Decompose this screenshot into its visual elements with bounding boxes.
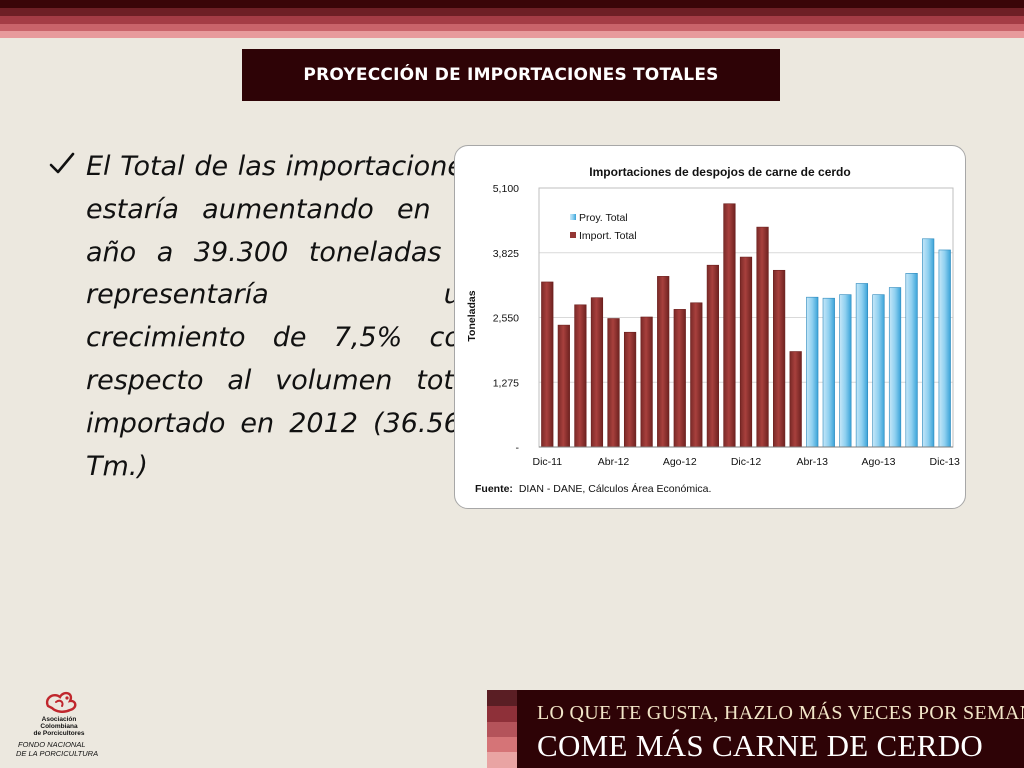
slogan-strip (487, 690, 517, 706)
legend-label-import: Import. Total (579, 230, 637, 242)
bar-import-total (574, 304, 587, 448)
logo-line-4: FONDO NACIONAL (18, 740, 86, 749)
y-tick-label: 5,100 (493, 183, 519, 195)
bar-import-total (640, 316, 653, 448)
association-logo: Asociación Colombiana de Porcicultores F… (14, 686, 104, 762)
x-tick-label: Abr-12 (598, 456, 630, 468)
chart-title: Importaciones de despojos de carne de ce… (589, 165, 850, 179)
bar-proy-total (905, 273, 918, 448)
stripe (0, 31, 1024, 38)
bar-import-total (789, 351, 802, 448)
bar-proy-total (938, 249, 951, 448)
legend-label-proy: Proy. Total (579, 212, 628, 224)
chart-legend: Proy. Total Import. Total (570, 212, 637, 242)
top-stripes (0, 0, 1024, 38)
logo-line-3: de Porcicultores (33, 730, 85, 737)
stripe (0, 0, 1024, 8)
slogan-line-1: LO QUE TE GUSTA, HAZLO MÁS VECES POR SEM… (537, 702, 1024, 724)
chart-source-text: DIAN - DANE, Cálculos Área Económica. (519, 482, 712, 495)
bar-proy-total (855, 283, 869, 448)
bar-proy-total (888, 287, 902, 448)
logo-line-5: DE LA PORCICULTURA (16, 749, 99, 758)
bar-import-total (690, 302, 703, 448)
pig-logo-icon (45, 691, 77, 713)
y-tick-label: 2,550 (493, 313, 519, 325)
x-tick-label: Ago-12 (663, 456, 697, 468)
checkmark-icon (49, 152, 75, 174)
bar-import-total (607, 318, 620, 448)
x-tick-label: Dic-13 (930, 456, 961, 468)
bar-proy-total (822, 297, 835, 448)
bar-import-total (557, 324, 570, 448)
logo-line-1: Asociación (41, 716, 77, 723)
slogan-banner: LO QUE TE GUSTA, HAZLO MÁS VECES POR SEM… (487, 690, 1024, 768)
chart-panel: Importaciones de despojos de carne de ce… (454, 145, 966, 509)
bar-proy-total (839, 294, 852, 448)
stripe (0, 24, 1024, 31)
bar-import-total (706, 264, 719, 448)
bar-proy-total (806, 296, 819, 448)
y-tick-label: 3,825 (493, 248, 519, 260)
slogan-strip (487, 737, 517, 752)
slogan-strip (487, 706, 517, 722)
bar-chart: Importaciones de despojos de carne de ce… (466, 165, 961, 495)
bar-import-total (541, 281, 554, 448)
bar-import-total (723, 203, 736, 448)
legend-swatch-import (570, 232, 576, 238)
legend-swatch-proy (570, 214, 576, 220)
stripe (0, 16, 1024, 24)
bar-import-total (756, 226, 769, 448)
y-tick-label: - (516, 442, 520, 454)
x-tick-label: Abr-13 (796, 456, 828, 468)
x-tick-label: Dic-11 (532, 456, 562, 468)
bar-import-total (739, 256, 753, 448)
slogan-strip (487, 722, 517, 737)
y-axis-label: Toneladas (466, 290, 478, 341)
slogan-line-2: COME MÁS CARNE DE CERDO (537, 728, 984, 763)
bullet-text: El Total de las importaciones estaría au… (86, 151, 478, 482)
slide-title: PROYECCIÓN DE IMPORTACIONES TOTALES (303, 65, 719, 85)
chart-source: Fuente: DIAN - DANE, Cálculos Área Econó… (475, 482, 711, 495)
x-tick-label: Ago-13 (862, 456, 896, 468)
bar-import-total (773, 269, 786, 448)
bar-import-total (623, 331, 637, 448)
logo-line-2: Colombiana (40, 723, 78, 730)
chart-source-label: Fuente: (475, 483, 513, 495)
bar-import-total (590, 297, 604, 448)
slide-title-box: PROYECCIÓN DE IMPORTACIONES TOTALES (242, 49, 780, 101)
stripe (0, 8, 1024, 16)
y-tick-label: 1,275 (493, 377, 519, 389)
bar-proy-total (872, 294, 885, 448)
bar-import-total (657, 276, 670, 448)
bar-proy-total (922, 238, 935, 448)
slogan-strip (487, 752, 517, 768)
x-tick-label: Dic-12 (731, 456, 762, 468)
bar-import-total (673, 309, 686, 448)
